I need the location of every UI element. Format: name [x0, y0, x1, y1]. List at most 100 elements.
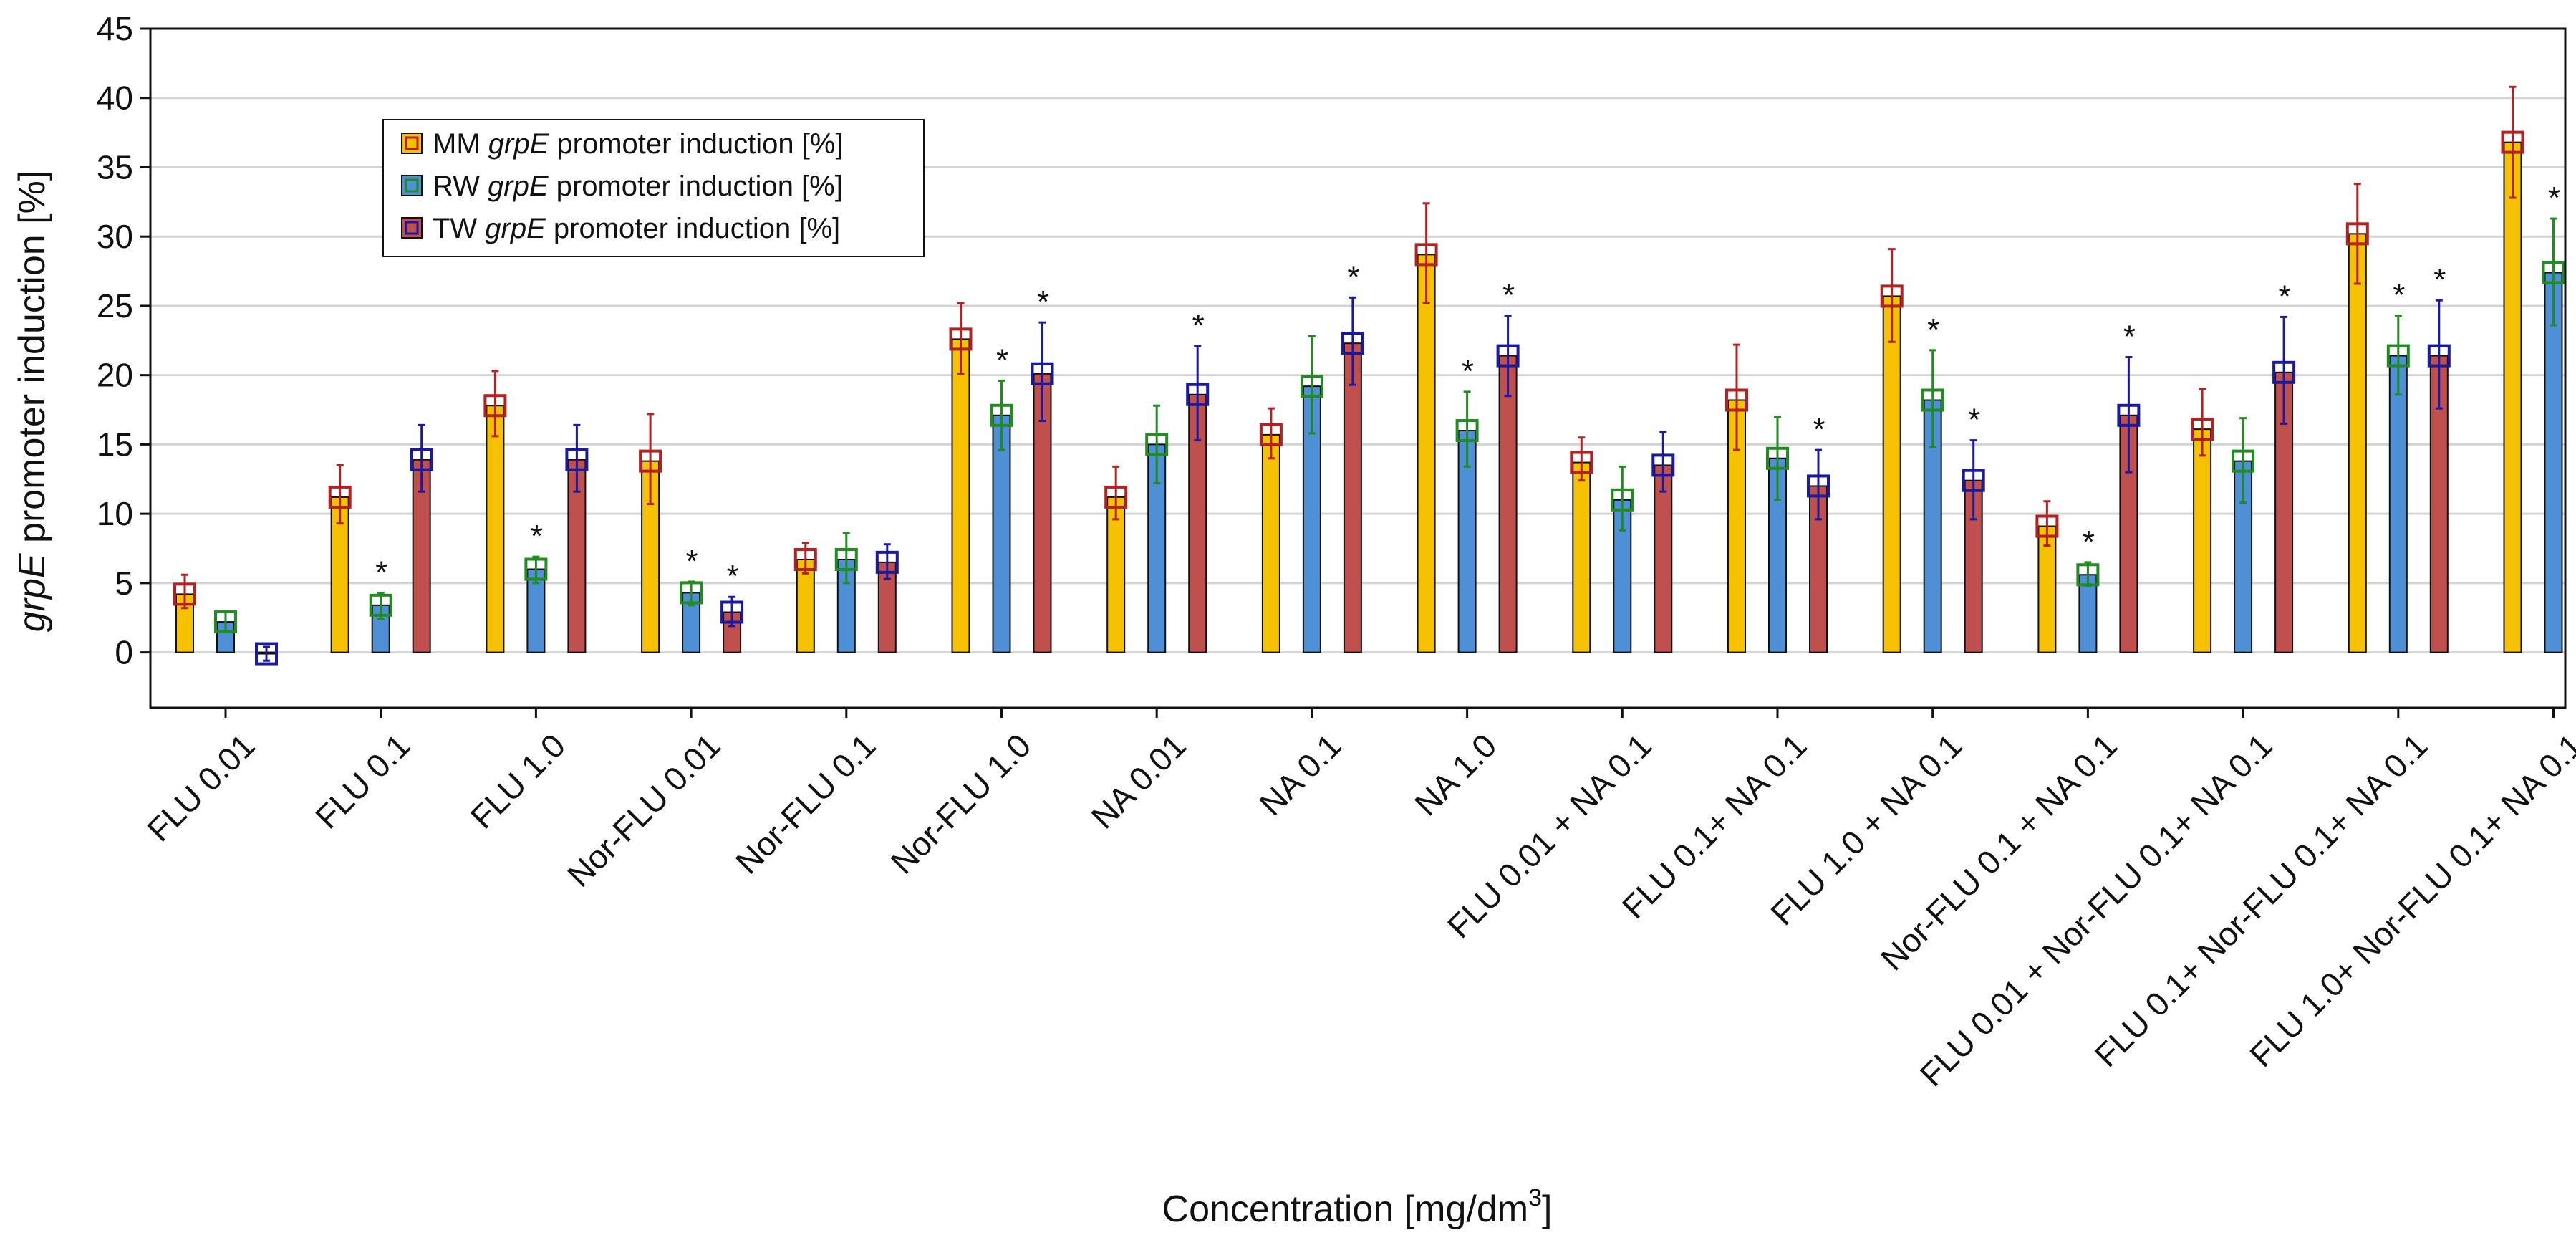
legend-label-mm: MM grpE promoter induction [%] — [433, 128, 844, 160]
y-tick-label: 0 — [115, 634, 133, 671]
y-tick-label: 20 — [97, 357, 133, 394]
y-tick-label: 15 — [97, 426, 133, 463]
mean-marker-rw — [1611, 488, 1634, 512]
significance-star: * — [1927, 312, 1939, 347]
mean-marker-mm — [1259, 423, 1283, 446]
bar-rw — [2078, 574, 2098, 653]
significance-star: * — [1502, 277, 1515, 312]
mean-marker-rw — [2542, 261, 2565, 284]
y-tick-label: 40 — [97, 80, 133, 117]
mean-marker-tw — [2427, 344, 2451, 368]
bar-mm — [486, 405, 505, 653]
bar-mm — [1572, 461, 1591, 653]
significance-star: * — [686, 544, 698, 579]
bar-rw — [2388, 355, 2408, 653]
significance-star: * — [1037, 284, 1049, 320]
mean-marker-mm — [1104, 485, 1128, 509]
legend-label-rw: RW grpE promoter induction [%] — [433, 171, 843, 202]
legend-marker-rw — [405, 178, 419, 193]
legend-item-rw: RW grpE promoter induction [%] — [401, 171, 843, 202]
significance-star: * — [375, 555, 387, 590]
mean-marker-tw — [1341, 332, 1364, 355]
significance-star: * — [2083, 524, 2095, 560]
mean-marker-mm — [793, 547, 817, 571]
mean-marker-mm — [2501, 130, 2524, 154]
y-tick-label: 30 — [97, 218, 133, 255]
mean-marker-tw — [410, 448, 433, 471]
bar-mm — [2348, 233, 2367, 653]
mean-marker-rw — [2232, 449, 2255, 473]
mean-marker-mm — [2345, 222, 2369, 246]
significance-star: * — [1462, 354, 1474, 389]
legend-item-mm: MM grpE promoter induction [%] — [401, 128, 844, 160]
mean-marker-rw — [834, 547, 858, 571]
legend-swatch-rw — [401, 175, 423, 196]
legend-item-tw: TW grpE promoter induction [%] — [401, 213, 840, 244]
mean-marker-tw — [565, 448, 589, 471]
bar-mm — [2193, 428, 2212, 653]
bar-tw — [1343, 342, 1362, 653]
bar-tw — [1654, 464, 1673, 653]
y-axis-title-rest: promoter induction [%] — [11, 171, 53, 554]
bar-mm — [1261, 433, 1280, 653]
mean-marker-mm — [2191, 418, 2214, 441]
x-axis-title: Concentration [mg/dm3] — [1162, 1184, 1553, 1230]
significance-star: * — [2548, 181, 2560, 216]
mean-marker-mm — [1414, 243, 1438, 267]
mean-marker-rw — [990, 403, 1013, 427]
legend-marker-mm — [405, 136, 419, 150]
y-axis: 0 5 10 15 20 25 30 35 40 45 — [97, 10, 150, 671]
significance-star: * — [996, 342, 1008, 378]
legend: MM grpE promoter induction [%] RW grpE p… — [382, 119, 925, 257]
mean-marker-tw — [1807, 474, 1830, 498]
bar-mm — [1417, 254, 1436, 653]
significance-star: * — [2433, 262, 2446, 297]
x-axis-title-close: ] — [1542, 1189, 1552, 1230]
significance-star: * — [1347, 259, 1359, 294]
significance-star: * — [531, 519, 543, 554]
y-tick-label: 10 — [97, 495, 133, 532]
mean-marker-rw — [1766, 446, 1789, 470]
mean-marker-rw — [2386, 344, 2410, 368]
plot-frame — [149, 27, 2567, 709]
bar-rw — [992, 414, 1011, 653]
mean-marker-mm — [173, 582, 196, 606]
legend-swatch-tw — [401, 217, 423, 239]
y-axis-title: grpE promoter induction [%] — [11, 171, 53, 633]
significance-star: * — [2279, 279, 2291, 314]
mean-marker-mm — [328, 485, 352, 509]
mean-marker-mm — [1725, 388, 1748, 412]
significance-star: * — [727, 559, 739, 594]
significance-star: * — [1192, 308, 1205, 343]
bar-mm — [1882, 295, 1901, 653]
bar-rw — [1302, 385, 1321, 653]
bar-tw — [1498, 355, 1518, 653]
legend-box — [382, 119, 925, 257]
y-tick-label: 35 — [97, 148, 133, 186]
mean-marker-tw — [2272, 360, 2296, 384]
mean-marker-mm — [1570, 451, 1593, 474]
legend-swatch-mm — [401, 133, 423, 154]
mean-marker-rw — [524, 557, 548, 581]
mean-marker-tw — [1186, 383, 1210, 406]
mean-marker-rw — [2076, 563, 2100, 587]
mean-marker-tw — [1651, 453, 1675, 477]
mean-marker-tw — [255, 642, 278, 666]
legend-label-tw: TW grpE promoter induction [%] — [433, 213, 840, 244]
mean-marker-mm — [2035, 514, 2059, 538]
bar-series-group: * * * * * * * * * * * * * * * * * * * — [173, 85, 2565, 666]
mean-marker-tw — [2117, 403, 2141, 427]
mean-marker-rw — [1921, 388, 1944, 412]
significance-star: * — [1968, 403, 1980, 438]
bar-mm — [2037, 525, 2057, 653]
significance-star: * — [2393, 277, 2405, 312]
x-axis-title-superscript: 3 — [1528, 1184, 1542, 1211]
legend-marker-tw — [405, 221, 419, 235]
significance-star: * — [2123, 320, 2136, 355]
mean-marker-mm — [1880, 284, 1904, 308]
y-axis-title-italic: grpE — [11, 552, 53, 632]
mean-marker-mm — [483, 394, 507, 418]
bar-mm — [951, 338, 970, 653]
mean-marker-mm — [639, 449, 662, 473]
